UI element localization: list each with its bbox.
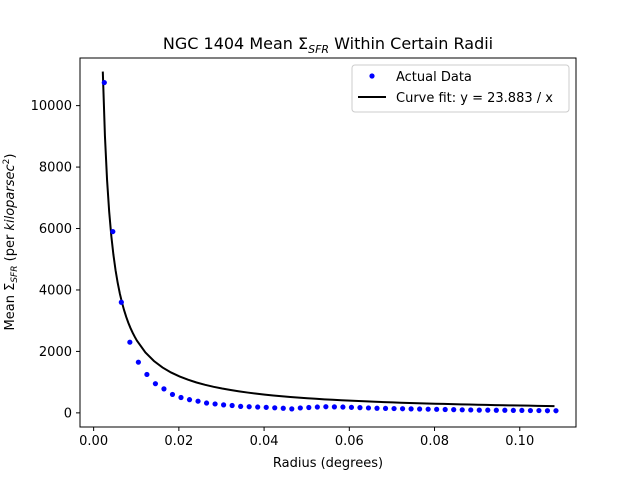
- y-axis: 0 2000 4000 6000 8000 10000: [31, 99, 80, 421]
- y-tick-label: 6000: [39, 222, 72, 237]
- data-point: [229, 402, 235, 409]
- data-point: [510, 407, 516, 414]
- data-point: [186, 397, 193, 403]
- y-tick-label: 8000: [39, 161, 72, 176]
- data-point: [110, 228, 116, 235]
- curve-fit-line: [101, 71, 555, 408]
- data-point: [391, 405, 397, 412]
- data-point: [101, 79, 107, 86]
- data-point: [297, 405, 303, 411]
- data-point: [340, 404, 346, 410]
- legend-box: [351, 64, 570, 113]
- legend-label-curve-fit: Curve fit: y = 23.883 / x: [396, 91, 553, 106]
- data-point: [331, 404, 337, 410]
- x-tick-label: 0.10: [505, 434, 534, 449]
- data-point: [306, 404, 312, 411]
- data-point: [365, 405, 372, 411]
- data-point: [195, 398, 201, 404]
- data-point: [425, 406, 431, 412]
- legend-label-actual-data: Actual Data: [396, 70, 472, 85]
- data-point: [553, 408, 559, 414]
- axes-frame: [79, 57, 577, 428]
- data-point: [314, 404, 320, 410]
- data-point: [144, 371, 150, 378]
- data-point: [212, 401, 218, 407]
- plot-area: [101, 71, 559, 414]
- data-point: [417, 406, 423, 412]
- data-point: [152, 381, 159, 387]
- x-tick-label: 0.08: [420, 434, 449, 449]
- data-point: [272, 405, 278, 411]
- legend: Actual Data Curve fit: y = 23.883 / x: [351, 64, 570, 113]
- x-axis: 0.00 0.02 0.04 0.06 0.08 0.10: [79, 427, 534, 449]
- data-point: [485, 407, 491, 413]
- data-point: [357, 405, 363, 411]
- data-point: [527, 407, 534, 414]
- data-point: [263, 404, 269, 410]
- data-point: [434, 406, 440, 412]
- data-point: [280, 405, 286, 411]
- data-point: [519, 407, 525, 414]
- x-tick-label: 0.04: [250, 434, 279, 449]
- y-tick-label: 4000: [39, 283, 72, 298]
- data-point: [238, 403, 244, 410]
- y-axis-label: Mean ΣSFR (per kiloparsec2): [2, 154, 20, 331]
- data-point: [255, 404, 261, 410]
- data-point: [246, 404, 252, 410]
- data-point: [536, 407, 542, 414]
- data-point: [468, 407, 474, 413]
- data-point: [118, 299, 124, 305]
- chart-title: NGC 1404 Mean ΣSFR Within Certain Radii: [163, 34, 493, 56]
- data-point: [127, 339, 133, 345]
- legend-marker-actual-data: [369, 73, 375, 79]
- data-point: [323, 404, 329, 410]
- x-axis-label: Radius (degrees): [273, 456, 383, 471]
- data-point: [451, 407, 457, 413]
- data-point: [544, 408, 551, 414]
- data-point: [348, 404, 355, 410]
- data-point: [374, 405, 380, 411]
- data-point: [493, 407, 499, 413]
- data-point: [382, 405, 389, 412]
- x-tick-label: 0.02: [164, 434, 193, 449]
- data-point: [459, 407, 465, 413]
- y-tick-label: 0: [64, 406, 72, 421]
- x-tick-label: 0.00: [79, 434, 108, 449]
- data-point: [135, 359, 141, 365]
- data-point: [408, 406, 414, 412]
- y-tick-label: 2000: [39, 345, 72, 360]
- data-point: [289, 406, 295, 412]
- data-point: [221, 402, 227, 408]
- data-point: [442, 406, 448, 413]
- data-point: [502, 407, 508, 413]
- data-point: [203, 400, 210, 406]
- data-point: [399, 406, 406, 412]
- data-point: [178, 394, 184, 401]
- data-point: [476, 407, 482, 413]
- x-tick-label: 0.06: [335, 434, 364, 449]
- data-point: [169, 391, 176, 398]
- data-point: [161, 386, 167, 392]
- y-tick-label: 10000: [31, 99, 72, 114]
